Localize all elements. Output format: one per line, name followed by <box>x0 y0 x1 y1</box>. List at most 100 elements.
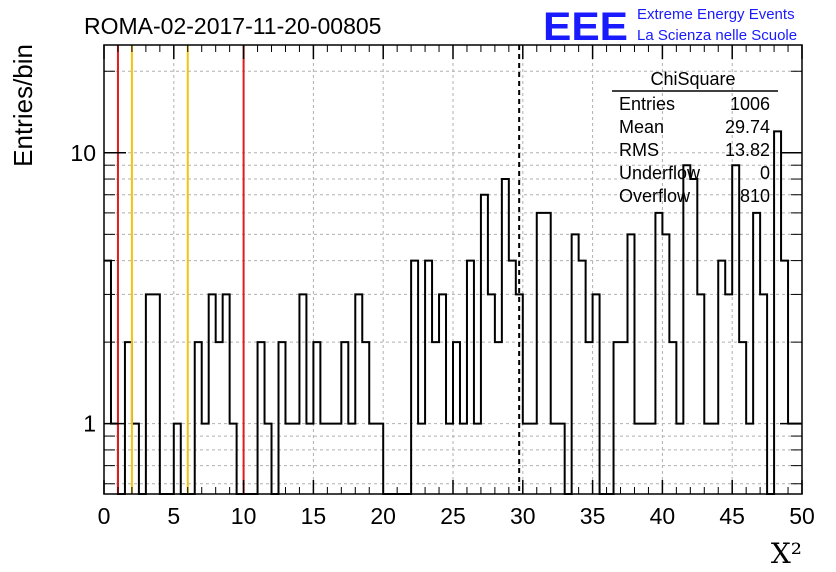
histogram-bin <box>146 294 153 494</box>
histogram-bin <box>474 424 481 494</box>
x-tick-label: 40 <box>650 503 676 529</box>
histogram-bin <box>125 342 132 494</box>
histogram-bin <box>593 294 600 494</box>
logo-line-2: La Scienza nelle Scuole <box>637 27 797 44</box>
histogram-bin <box>132 424 139 494</box>
histogram-bin <box>369 424 376 494</box>
run-title: ROMA-02-2017-11-20-00805 <box>84 13 381 39</box>
histogram-bin <box>614 342 621 494</box>
histogram-bin <box>355 294 362 494</box>
histogram-bin <box>655 213 662 494</box>
stats-value-underflow: 0 <box>760 163 770 183</box>
histogram-bin <box>621 342 628 494</box>
histogram-bin <box>299 294 306 494</box>
reference-lines <box>116 45 521 494</box>
x-tick-label: 35 <box>580 503 606 529</box>
stats-label-entries: Entries <box>619 94 675 114</box>
stats-label-underflow: Underflow <box>619 163 701 183</box>
x-tick-label: 10 <box>231 503 257 529</box>
histogram-bin <box>202 424 209 494</box>
histogram-bin <box>285 424 292 494</box>
histogram-bin <box>258 342 265 494</box>
histogram-bin <box>488 294 495 494</box>
histogram-bin <box>628 234 635 494</box>
stats-value-rms: 13.82 <box>725 140 770 160</box>
histogram-bin <box>467 261 474 494</box>
x-axis-label: X² <box>771 537 802 570</box>
histogram-bin <box>725 294 732 494</box>
histogram-bin <box>376 424 383 494</box>
histogram-bin <box>537 213 544 494</box>
histogram-bin <box>746 424 753 494</box>
histogram-series <box>104 130 802 495</box>
histogram-bin <box>676 424 683 494</box>
histogram-bin <box>711 424 718 494</box>
histogram-bin <box>495 342 502 494</box>
histogram-bin <box>697 294 704 494</box>
x-tick-label: 30 <box>510 503 536 529</box>
y-tick-label: 1 <box>83 411 96 437</box>
histogram-bin <box>279 342 286 494</box>
histogram <box>104 130 802 495</box>
histogram-bin <box>523 424 530 494</box>
histogram-bin <box>153 294 160 494</box>
eee-logo: EEE <box>543 5 628 49</box>
histogram-bin <box>425 261 432 494</box>
histogram-bin <box>586 342 593 494</box>
histogram-bin <box>341 342 348 494</box>
histogram-bin <box>732 165 739 494</box>
x-tick-label: 0 <box>98 503 111 529</box>
histogram-bin <box>509 261 516 494</box>
histogram-bin <box>327 424 334 494</box>
histogram-bin <box>446 424 453 494</box>
histogram-bin <box>648 424 655 494</box>
histogram-bin <box>774 131 781 494</box>
histogram-bin <box>411 261 418 494</box>
histogram-bin <box>174 424 181 494</box>
stats-title: ChiSquare <box>650 69 735 89</box>
stats-value-overflow: 810 <box>740 186 770 206</box>
histogram-bin <box>209 294 216 494</box>
histogram-bin <box>432 342 439 494</box>
histogram-bin <box>460 424 467 494</box>
histogram-bin <box>739 342 746 494</box>
histogram-bin <box>544 213 551 494</box>
histogram-bin <box>453 342 460 494</box>
histogram-bin <box>306 424 313 494</box>
stats-value-mean: 29.74 <box>725 117 770 137</box>
x-tick-label: 20 <box>370 503 396 529</box>
histogram-bin <box>704 424 711 494</box>
histogram-bin <box>572 234 579 494</box>
x-tick-label: 45 <box>719 503 745 529</box>
histogram-bin <box>216 342 223 494</box>
histogram-bin <box>753 213 760 494</box>
histogram-bin <box>292 424 299 494</box>
histogram-bin <box>781 261 788 494</box>
histogram-bin <box>439 294 446 494</box>
stats-label-rms: RMS <box>619 140 659 160</box>
histogram-bin <box>760 294 767 494</box>
histogram-bin <box>634 424 641 494</box>
histogram-bin <box>683 165 690 494</box>
histogram-bin <box>230 424 237 494</box>
histogram-bin <box>418 424 425 494</box>
stats-label-overflow: Overflow <box>619 186 691 206</box>
logo-line-1: Extreme Energy Events <box>637 6 795 23</box>
x-tick-label: 15 <box>301 503 327 529</box>
histogram-bin <box>718 261 725 494</box>
histogram-bin <box>104 261 111 494</box>
histogram-bin <box>223 294 230 494</box>
histogram-bin <box>579 261 586 494</box>
histogram-bin <box>551 424 558 494</box>
stats-box: ChiSquare Entries 1006 Mean 29.74 RMS 13… <box>612 69 778 206</box>
histogram-bin <box>669 342 676 494</box>
y-axis-label: Entries/bin <box>8 44 38 167</box>
histogram-bin <box>558 424 565 494</box>
histogram-bin <box>320 424 327 494</box>
x-tick-label: 25 <box>440 503 466 529</box>
histogram-bin <box>348 424 355 494</box>
x-tick-label: 5 <box>167 503 180 529</box>
axes: 0 5 10 15 20 25 30 35 40 45 50 1 10 <box>70 44 815 529</box>
histogram-bin <box>641 424 648 494</box>
